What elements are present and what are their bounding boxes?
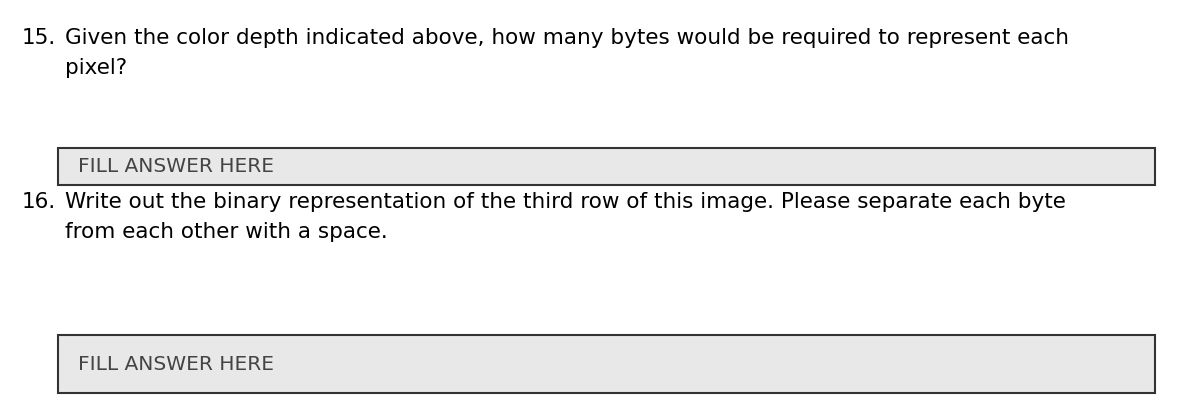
Text: Given the color depth indicated above, how many bytes would be required to repre: Given the color depth indicated above, h… <box>65 28 1069 48</box>
Text: Write out the binary representation of the third row of this image. Please separ: Write out the binary representation of t… <box>65 192 1066 212</box>
Text: 15.: 15. <box>22 28 56 48</box>
Text: FILL ANSWER HERE: FILL ANSWER HERE <box>78 354 274 374</box>
FancyBboxPatch shape <box>58 335 1154 393</box>
FancyBboxPatch shape <box>58 148 1154 185</box>
Text: FILL ANSWER HERE: FILL ANSWER HERE <box>78 157 274 176</box>
Text: 16.: 16. <box>22 192 56 212</box>
Text: from each other with a space.: from each other with a space. <box>65 222 388 242</box>
Text: pixel?: pixel? <box>65 58 127 78</box>
